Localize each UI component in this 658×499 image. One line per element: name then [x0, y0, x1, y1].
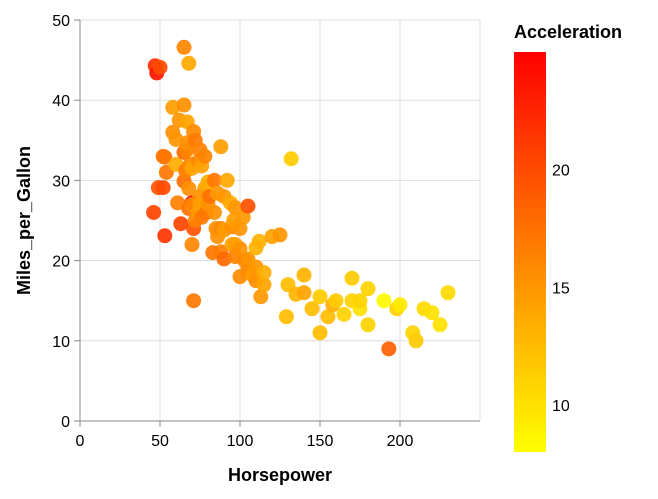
data-point: [312, 289, 328, 305]
data-point: [253, 289, 269, 305]
data-point: [173, 216, 189, 232]
x-tick-label: 100: [227, 433, 254, 450]
data-point: [176, 97, 192, 113]
data-point: [206, 172, 222, 188]
data-point: [235, 209, 251, 225]
data-point: [283, 151, 299, 167]
color-legend: Acceleration 10 15 20: [514, 22, 622, 452]
data-point: [213, 139, 229, 155]
data-point: [155, 180, 171, 196]
data-point: [152, 59, 168, 75]
legend-title: Acceleration: [514, 22, 622, 42]
data-point: [352, 293, 368, 309]
data-point: [146, 204, 162, 220]
data-point: [424, 305, 440, 321]
data-point: [320, 309, 336, 325]
data-point: [206, 204, 222, 220]
data-point: [296, 267, 312, 283]
data-point: [312, 325, 328, 341]
y-tick-label: 10: [52, 334, 70, 351]
data-point: [392, 297, 408, 313]
y-tick-label: 0: [61, 414, 70, 431]
x-tick-label: 50: [151, 433, 169, 450]
legend-gradient-bar: [514, 52, 546, 452]
data-point: [170, 195, 186, 211]
axes: 0 50 100 150 200 0 10 20 30 40 50: [52, 13, 480, 450]
data-point: [376, 293, 392, 309]
y-tick-label: 50: [52, 13, 70, 30]
data-point: [251, 233, 267, 249]
data-point: [176, 39, 192, 55]
x-tick-label: 200: [387, 433, 414, 450]
data-point: [408, 333, 424, 349]
data-point: [181, 180, 197, 196]
data-point: [240, 198, 256, 214]
legend-tick-label: 20: [552, 163, 570, 180]
data-point: [296, 285, 312, 301]
data-point: [165, 99, 181, 115]
x-tick-label: 0: [76, 433, 85, 450]
data-point: [157, 149, 173, 165]
data-point: [328, 293, 344, 309]
legend-ticks: 10 15 20: [552, 163, 570, 415]
data-point: [256, 277, 272, 293]
legend-tick-label: 10: [552, 398, 570, 415]
x-tick-label: 150: [307, 433, 334, 450]
data-point: [360, 317, 376, 333]
y-tick-label: 40: [52, 93, 70, 110]
data-point: [336, 306, 352, 322]
data-point: [272, 227, 288, 243]
data-point: [181, 55, 197, 71]
data-point: [184, 237, 200, 253]
grid-lines: [79, 19, 481, 422]
data-point: [440, 285, 456, 301]
data-point: [344, 270, 360, 286]
data-point: [256, 265, 272, 281]
data-point: [197, 148, 213, 164]
data-points: [146, 39, 456, 357]
data-point: [232, 241, 248, 257]
data-point: [360, 281, 376, 297]
data-point: [381, 341, 397, 357]
data-point: [157, 228, 173, 244]
data-point: [278, 309, 294, 325]
legend-tick-label: 15: [552, 280, 570, 297]
y-axis-title: Miles_per_Gallon: [14, 146, 34, 295]
y-tick-label: 30: [52, 173, 70, 190]
data-point: [304, 301, 320, 317]
x-axis-title: Horsepower: [228, 465, 332, 485]
data-point: [186, 293, 202, 309]
y-tick-label: 20: [52, 254, 70, 271]
data-point: [219, 172, 235, 188]
data-point: [216, 251, 232, 267]
data-point: [432, 317, 448, 333]
